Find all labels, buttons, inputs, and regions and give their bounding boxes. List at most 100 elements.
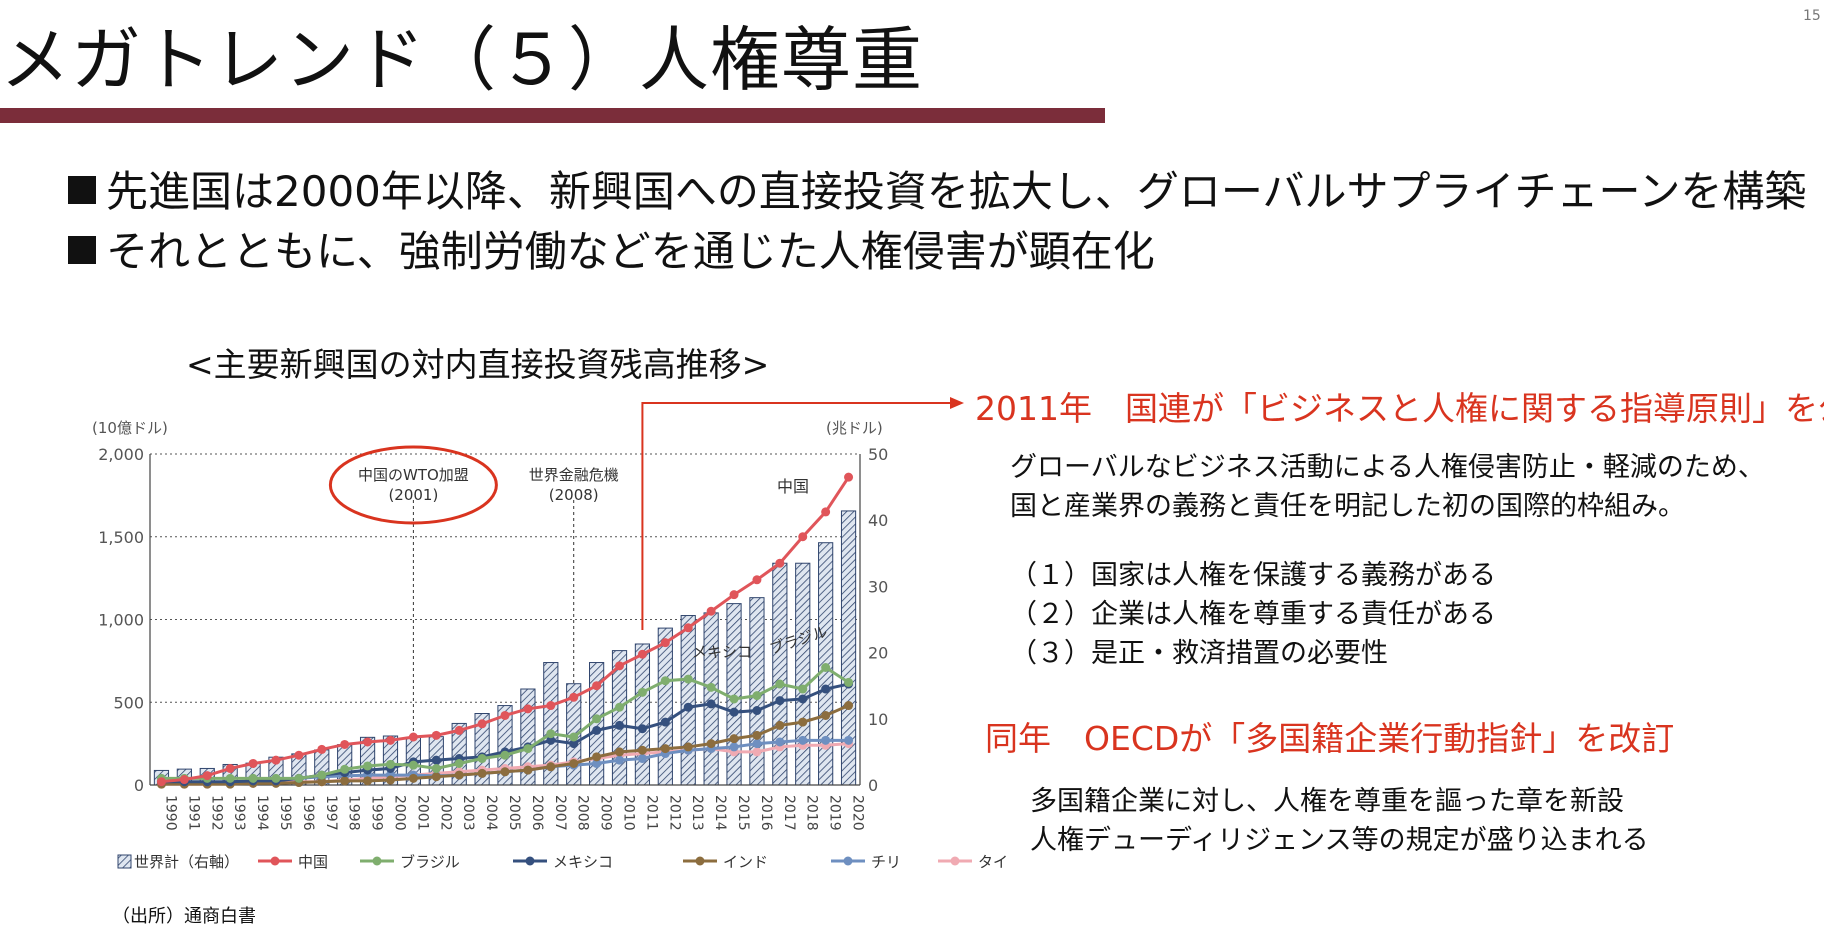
series-point-5 — [202, 779, 212, 789]
series-point-3 — [385, 775, 395, 785]
bullet-item: それとともに、強制労働などを通じた人権侵害が顕在化 — [68, 218, 1155, 279]
series-point-3 — [179, 779, 189, 789]
series-point-0 — [729, 590, 739, 600]
legend-label: インド — [723, 853, 768, 871]
series-point-5 — [775, 742, 785, 752]
series-point-0 — [340, 739, 350, 749]
series-point-1 — [523, 744, 533, 754]
series-point-0 — [408, 732, 418, 742]
series-point-1 — [179, 773, 189, 783]
series-point-1 — [683, 674, 693, 684]
world-total-bar — [474, 713, 490, 786]
bullet-text: 先進国は2000年以降、新興国への直接投資を拡大し、グローバルサプライチェーンを… — [106, 167, 1807, 216]
series-label-china: 中国 — [777, 477, 809, 496]
series-point-1 — [408, 760, 418, 770]
x-tick-label: 2017 — [781, 795, 797, 831]
series-point-3 — [752, 730, 762, 740]
oecd-description-line: 多国籍企業に対し、人権を尊重を謳った章を新設 — [1030, 786, 1624, 817]
world-total-bar — [268, 756, 284, 786]
x-tick-label: 2013 — [689, 795, 705, 831]
world-total-bar — [680, 615, 696, 786]
x-tick-label: 2003 — [460, 795, 476, 831]
series-point-3 — [592, 752, 602, 762]
right-tick-label: 0 — [868, 776, 878, 795]
series-point-2 — [523, 742, 533, 752]
series-point-4 — [294, 773, 304, 783]
series-point-5 — [500, 763, 510, 773]
series-point-2 — [592, 725, 602, 735]
series-point-0 — [363, 737, 373, 747]
series-point-1 — [821, 662, 831, 672]
series-point-4 — [752, 739, 762, 749]
world-total-bar — [520, 688, 536, 786]
legend-label-bars: 世界計（右軸） — [134, 853, 239, 871]
world-total-bar — [405, 736, 421, 786]
series-point-4 — [592, 758, 602, 768]
world-total-bar — [840, 510, 857, 786]
x-tick-label: 2014 — [712, 795, 728, 831]
x-tick-label: 2019 — [827, 795, 843, 831]
right-axis-unit: (兆ドル) — [826, 419, 883, 437]
x-tick-label: 1990 — [162, 795, 178, 831]
series-point-0 — [775, 558, 785, 568]
world-total-bar — [428, 736, 444, 786]
world-total-bar — [153, 769, 170, 786]
legend-label: 中国 — [298, 853, 328, 871]
world-total-bar — [314, 749, 330, 786]
series-point-1 — [363, 761, 373, 771]
x-tick-label: 2007 — [552, 795, 568, 831]
x-tick-label: 2008 — [575, 795, 591, 831]
series-point-1 — [592, 714, 602, 724]
series-point-0 — [385, 735, 395, 745]
right-tick-label: 50 — [868, 445, 888, 464]
series-point-2 — [271, 776, 281, 786]
world-total-bar — [222, 763, 238, 786]
x-tick-label: 1996 — [300, 795, 316, 831]
series-point-4 — [775, 737, 785, 747]
series-point-2 — [546, 735, 556, 745]
series-point-3 — [523, 765, 533, 775]
series-point-2 — [179, 777, 189, 787]
x-tick-label: 2001 — [414, 795, 430, 831]
series-point-1 — [248, 773, 258, 783]
series-point-5 — [408, 770, 418, 780]
right-tick-label: 30 — [868, 577, 888, 596]
world-total-bar — [199, 767, 215, 786]
series-point-2 — [775, 696, 785, 706]
series-point-5 — [294, 777, 304, 787]
series-point-0 — [752, 575, 762, 585]
series-point-4 — [821, 735, 831, 745]
world-total-bar — [703, 612, 719, 786]
annotation-connector — [641, 402, 950, 630]
series-point-1 — [844, 677, 854, 687]
event-year: (2001) — [388, 486, 438, 504]
right-tick-label: 10 — [868, 710, 888, 729]
series-point-0 — [637, 649, 647, 659]
series-point-1 — [431, 763, 441, 773]
series-point-1 — [385, 759, 395, 769]
series-point-2 — [615, 720, 625, 730]
world-total-bar — [795, 562, 811, 786]
series-point-3 — [248, 778, 258, 788]
series-point-0 — [179, 775, 189, 785]
series-point-5 — [798, 740, 808, 750]
series-point-3 — [729, 734, 739, 744]
series-point-4 — [431, 771, 441, 781]
series-line-1 — [161, 665, 850, 780]
world-total-bar — [726, 603, 742, 786]
world-total-bar — [611, 650, 628, 786]
series-point-1 — [500, 750, 510, 760]
series-point-4 — [546, 762, 556, 772]
series-point-0 — [317, 744, 327, 754]
left-tick-label: 0 — [134, 776, 144, 795]
world-total-bar — [566, 683, 582, 786]
world-total-bar — [589, 662, 605, 786]
series-point-3 — [569, 758, 579, 768]
legend-marker — [950, 856, 960, 866]
series-point-1 — [729, 694, 739, 704]
wto-highlight-circle — [328, 445, 498, 525]
series-point-5 — [729, 747, 739, 757]
legend-marker — [525, 856, 535, 866]
series-point-0 — [798, 532, 808, 542]
event-label: 中国のWTO加盟 — [358, 466, 469, 484]
